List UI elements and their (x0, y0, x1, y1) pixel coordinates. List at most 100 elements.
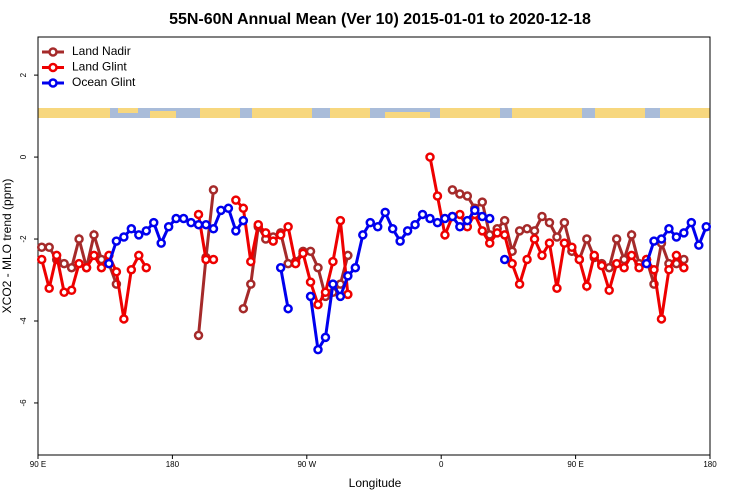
data-point (283, 258, 293, 269)
legend-label: Land Nadir (72, 44, 131, 58)
data-point (402, 226, 413, 236)
x-tick-label: 90 E (30, 460, 46, 469)
data-point (544, 217, 555, 228)
data-point (477, 226, 488, 236)
data-point (447, 211, 458, 222)
data-point (343, 271, 353, 281)
data-point (484, 238, 495, 248)
data-point (335, 215, 346, 226)
data-point (701, 221, 712, 232)
data-point (425, 152, 435, 162)
x-tick-label: 180 (166, 460, 180, 469)
data-point (432, 217, 443, 228)
legend-label: Ocean Glint (72, 75, 136, 89)
data-point (634, 262, 644, 273)
data-point (238, 215, 249, 226)
y-tick-label: -6 (19, 399, 28, 407)
data-point (522, 254, 532, 265)
data-point (208, 224, 219, 234)
data-point (201, 219, 211, 230)
data-point (208, 254, 219, 265)
data-point (589, 250, 600, 261)
data-point (514, 226, 525, 236)
data-point (477, 211, 488, 222)
data-point (559, 217, 570, 228)
data-point (380, 207, 390, 218)
data-point (96, 262, 107, 273)
data-point (178, 213, 189, 224)
legend-label: Land Glint (72, 60, 127, 74)
data-point (626, 230, 637, 240)
data-point (604, 285, 614, 296)
data-point (119, 232, 129, 242)
data-point (59, 258, 69, 269)
data-point (686, 217, 697, 228)
data-point (507, 258, 517, 269)
data-point (320, 287, 331, 298)
data-point (499, 215, 510, 226)
plot-frame (37, 36, 711, 456)
data-point (641, 258, 652, 269)
data-point (134, 230, 144, 240)
data-point (275, 230, 286, 240)
data-point (193, 219, 204, 230)
data-point (455, 209, 465, 220)
data-point (305, 291, 316, 302)
series-line (40, 252, 148, 320)
data-point (522, 224, 532, 234)
data-point (186, 217, 196, 228)
legend-marker (48, 78, 58, 88)
legend-marker (48, 62, 58, 73)
data-point (111, 267, 122, 277)
data-point (455, 221, 465, 232)
data-point (559, 238, 570, 248)
data-point (671, 250, 682, 261)
data-point (679, 262, 689, 273)
x-tick-label: 90 W (297, 460, 316, 469)
data-point (537, 250, 547, 261)
data-point (552, 283, 562, 293)
data-point (470, 205, 480, 216)
data-point (552, 232, 562, 242)
data-point (350, 262, 361, 273)
data-point (492, 228, 502, 238)
data-point (89, 230, 99, 240)
data-point (664, 224, 674, 234)
data-point (619, 262, 629, 273)
data-point (582, 281, 592, 291)
map-strip (38, 108, 710, 118)
data-point (567, 242, 577, 252)
data-point (44, 242, 54, 252)
data-point (163, 221, 174, 232)
data-point (156, 238, 166, 248)
data-point (671, 232, 682, 242)
data-point (74, 234, 84, 244)
data-point (365, 217, 376, 228)
data-point (283, 303, 293, 314)
data-point (514, 279, 525, 289)
data-point (387, 224, 398, 234)
data-point (298, 248, 308, 259)
data-point (440, 213, 450, 224)
data-point (305, 246, 316, 257)
data-point (447, 185, 458, 195)
data-point (372, 221, 383, 232)
data-point (499, 230, 510, 240)
data-point (649, 236, 659, 246)
data-point (171, 213, 181, 224)
data-point (499, 254, 510, 265)
data-point (141, 262, 152, 273)
data-point (238, 203, 249, 214)
data-point (104, 258, 114, 269)
data-point (328, 279, 338, 289)
data-point (126, 224, 137, 234)
data-point (484, 213, 495, 224)
data-point (81, 262, 92, 273)
y-tick-label: -4 (19, 317, 28, 325)
data-point (223, 203, 234, 214)
data-point (119, 314, 129, 324)
data-point (582, 234, 592, 244)
data-point (305, 277, 316, 287)
data-point (328, 256, 338, 267)
